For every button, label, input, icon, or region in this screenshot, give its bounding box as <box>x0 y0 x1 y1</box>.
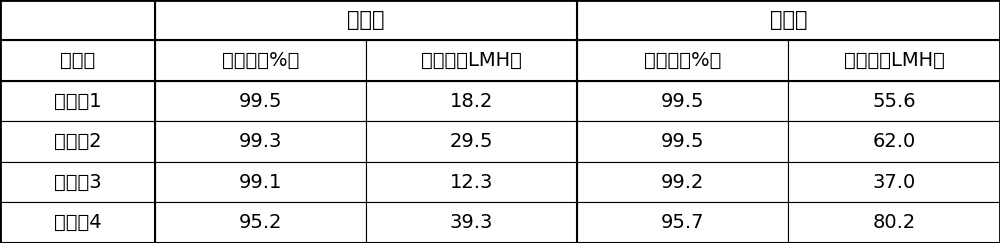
Bar <box>155 0 577 41</box>
Bar <box>788 202 1000 243</box>
Bar <box>0 122 155 162</box>
Bar <box>788 162 1000 202</box>
Bar <box>0 41 155 81</box>
Text: 99.5: 99.5 <box>661 92 704 111</box>
Bar <box>788 122 1000 162</box>
Text: 55.6: 55.6 <box>872 92 916 111</box>
Bar <box>155 162 366 202</box>
Bar <box>155 202 366 243</box>
Bar <box>0 81 155 122</box>
Bar <box>577 122 788 162</box>
Text: 脱盐率（%）: 脱盐率（%） <box>644 51 721 70</box>
Text: 95.7: 95.7 <box>661 213 704 232</box>
Bar <box>366 122 577 162</box>
Text: 水通量（LMH）: 水通量（LMH） <box>844 51 944 70</box>
Bar <box>788 41 1000 81</box>
Text: 12.3: 12.3 <box>450 173 493 192</box>
Text: 实施例1: 实施例1 <box>54 92 101 111</box>
Text: 39.3: 39.3 <box>450 213 493 232</box>
Bar <box>577 202 788 243</box>
Bar <box>577 162 788 202</box>
Text: 脱盐率（%）: 脱盐率（%） <box>222 51 299 70</box>
Bar <box>0 202 155 243</box>
Text: 99.1: 99.1 <box>239 173 282 192</box>
Bar <box>577 81 788 122</box>
Text: 99.5: 99.5 <box>661 132 704 151</box>
Text: 62.0: 62.0 <box>872 132 916 151</box>
Bar <box>788 81 1000 122</box>
Bar <box>366 162 577 202</box>
Text: 99.3: 99.3 <box>239 132 282 151</box>
Bar <box>155 122 366 162</box>
Text: 95.2: 95.2 <box>239 213 282 232</box>
Bar <box>155 41 366 81</box>
Text: 对比膜: 对比膜 <box>347 10 385 30</box>
Text: 99.5: 99.5 <box>239 92 282 111</box>
Bar <box>366 41 577 81</box>
Text: 29.5: 29.5 <box>450 132 493 151</box>
Text: 实施例3: 实施例3 <box>54 173 101 192</box>
Text: 实施例4: 实施例4 <box>54 213 101 232</box>
Text: 99.2: 99.2 <box>661 173 704 192</box>
Bar <box>366 81 577 122</box>
Bar <box>577 0 1000 41</box>
Text: 37.0: 37.0 <box>872 173 916 192</box>
Bar <box>0 0 155 41</box>
Text: 实施例: 实施例 <box>60 51 95 70</box>
Text: 实施例2: 实施例2 <box>54 132 101 151</box>
Text: 水通量（LMH）: 水通量（LMH） <box>421 51 522 70</box>
Bar <box>366 202 577 243</box>
Bar <box>0 162 155 202</box>
Bar <box>577 41 788 81</box>
Text: 改性膜: 改性膜 <box>770 10 807 30</box>
Text: 18.2: 18.2 <box>450 92 493 111</box>
Bar <box>155 81 366 122</box>
Text: 80.2: 80.2 <box>872 213 916 232</box>
